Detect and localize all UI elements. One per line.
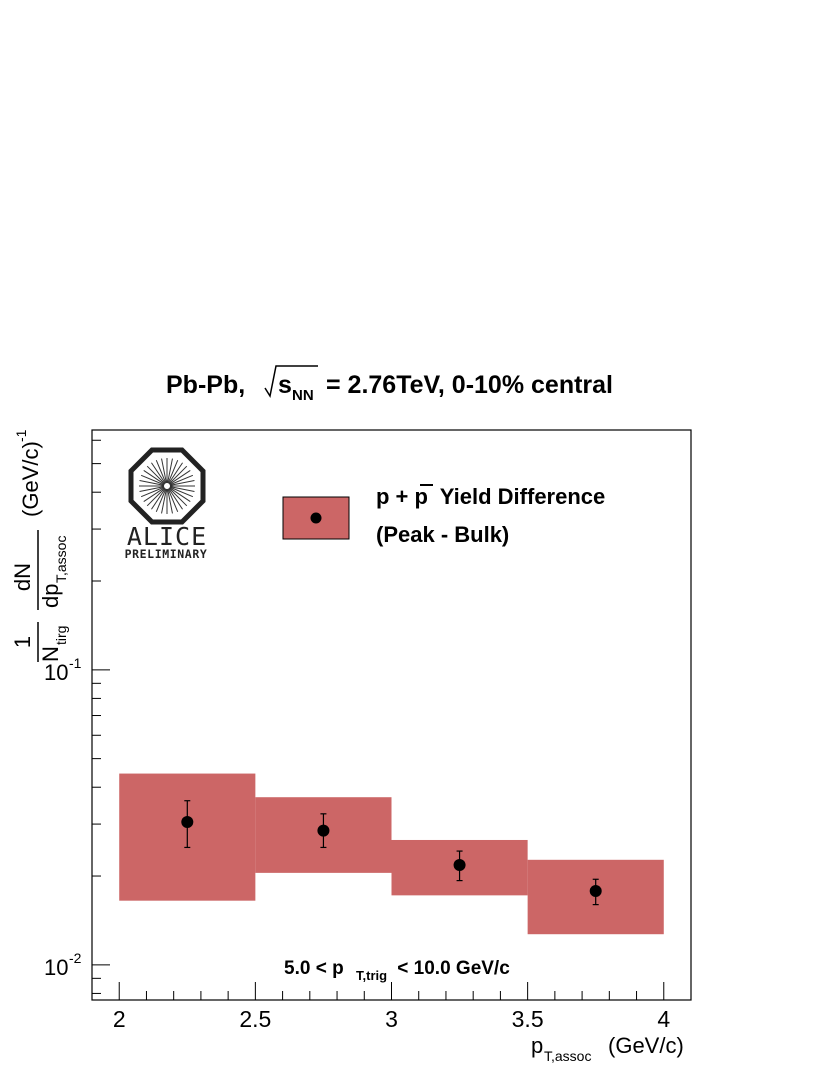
svg-text:N: N [38, 646, 63, 662]
data-point [589, 884, 602, 897]
logo-ray [155, 459, 167, 484]
logo-ray [168, 488, 183, 510]
y-tick-labels: 10 -1 10 -2 [44, 655, 82, 980]
logo-ray [146, 465, 166, 485]
logo-ray [140, 474, 165, 486]
logo-ray [169, 486, 194, 498]
logo-ray [168, 487, 188, 507]
trigger-annotation: 5.0 < p T,trig < 10.0 GeV/c [284, 958, 510, 983]
logo-ray [169, 480, 195, 486]
legend: p + p Yield Difference (Peak - Bulk) [282, 484, 605, 547]
logo-ray [151, 462, 166, 484]
chart-title-sqrt-sub: NN [292, 387, 314, 404]
logo-ray [169, 470, 191, 485]
chart-title: Pb-Pb, [166, 371, 245, 399]
svg-text:(GeV/c): (GeV/c) [608, 1033, 684, 1058]
y-tick-label: 10 [44, 955, 68, 980]
data-point [453, 858, 466, 871]
logo-ray [139, 480, 165, 486]
svg-text:T,trig: T,trig [356, 968, 387, 983]
svg-text:< 10.0 GeV/c: < 10.0 GeV/c [392, 958, 510, 979]
x-tick-label: 3.5 [512, 1006, 544, 1032]
logo-ray [167, 488, 173, 514]
svg-text:T,assoc: T,assoc [544, 1048, 591, 1064]
chart-title-suffix: = 2.76TeV, 0-10% central [326, 371, 613, 399]
y-tick-label-exp: -1 [69, 655, 82, 671]
x-tick-label: 3 [385, 1006, 398, 1032]
y-tick-label-exp: -2 [69, 950, 82, 966]
svg-text:1: 1 [10, 636, 35, 648]
logo-ray [169, 486, 195, 492]
logo-ray [143, 487, 165, 502]
x-tick-label: 4 [657, 1006, 670, 1032]
svg-text:tirg: tirg [53, 626, 69, 645]
axis-ticks [92, 439, 665, 1000]
logo-ray [151, 488, 166, 510]
logo-ray [146, 487, 166, 507]
logo-ray [168, 465, 188, 485]
logo-ray [169, 487, 191, 502]
logo-ray [139, 486, 165, 492]
logo-ray [155, 488, 167, 513]
svg-text:-1: -1 [13, 429, 29, 442]
systematic-boxes [119, 773, 664, 935]
svg-text:PRELIMINARY: PRELIMINARY [125, 547, 208, 561]
alice-logo: ALICE PRELIMINARY [125, 447, 208, 561]
logo-ray [169, 474, 194, 486]
data-points [181, 815, 602, 897]
logo-ray [143, 470, 165, 485]
logo-ray [161, 488, 167, 514]
y-axis-label: 1 N tirg dN dp T,assoc (GeV/c) -1 [10, 429, 69, 662]
x-tick-label: 2.5 [239, 1006, 271, 1032]
legend-line2: (Peak - Bulk) [376, 522, 509, 547]
y-tick-label: 10 [44, 660, 68, 685]
svg-text:dp: dp [38, 584, 63, 608]
svg-text:ALICE: ALICE [127, 522, 207, 551]
svg-text:dN: dN [10, 563, 35, 591]
logo-ray [167, 459, 179, 484]
svg-text:T,assoc: T,assoc [53, 536, 69, 583]
logo-ray [140, 486, 165, 498]
x-tick-label: 2 [113, 1006, 126, 1032]
data-point [181, 815, 194, 828]
logo-ray [168, 462, 183, 484]
sqrt-symbol [264, 365, 318, 398]
data-point [317, 824, 330, 837]
logo-ray [167, 458, 173, 484]
x-tick-labels: 2 2.5 3 3.5 4 [113, 1006, 671, 1032]
svg-text:(GeV/c): (GeV/c) [18, 441, 43, 517]
legend-marker [310, 512, 322, 524]
chart-title-sqrt: s [278, 371, 292, 399]
svg-text:5.0 < p: 5.0 < p [284, 958, 344, 979]
legend-line1: p + p Yield Difference [376, 484, 605, 509]
svg-text:p: p [531, 1033, 543, 1058]
x-axis-label: p T,assoc (GeV/c) [531, 1033, 684, 1064]
logo-ray [167, 488, 179, 513]
logo-ray [161, 458, 167, 484]
